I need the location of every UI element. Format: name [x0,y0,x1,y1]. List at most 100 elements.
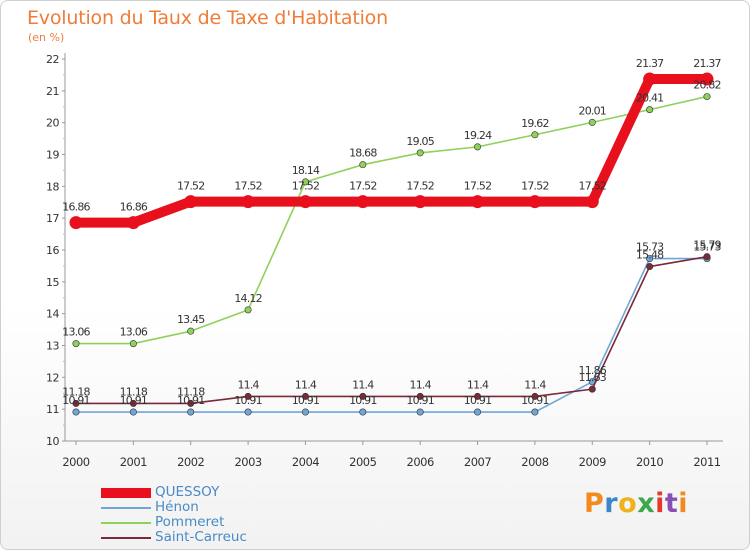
data-label: 11.18 [177,385,205,398]
data-label: 20.82 [693,79,721,92]
logo-letter: i [678,488,689,519]
x-tick-label: 2006 [407,455,434,469]
data-label: 19.62 [521,117,549,130]
data-label: 11.4 [295,378,317,391]
y-tick-label: 20 [46,117,59,130]
data-label: 17.52 [177,180,205,193]
y-tick-label: 18 [46,180,59,193]
data-point [244,392,252,400]
legend-item: Hénon [101,499,421,515]
y-tick-label: 13 [46,340,59,353]
data-point [244,408,252,416]
proxiti-logo: Proxiti [584,488,688,519]
data-point [703,253,711,261]
data-point [531,131,539,139]
data-point [413,195,427,209]
legend-swatch [101,522,151,524]
data-point [474,392,482,400]
data-label: 21.37 [636,57,664,70]
series-line-pommeret [75,95,708,345]
x-tick-label: 2002 [177,455,204,469]
y-tick-label: 22 [46,53,59,66]
legend-item: Pommeret [101,514,421,530]
data-label: 16.86 [120,201,148,214]
legend: QUESSOY Hénon Pommeret Saint-Carreuc [101,484,421,545]
data-point [646,263,654,271]
data-label: 17.52 [521,180,549,193]
data-label: 15.79 [693,239,721,252]
data-label: 11.18 [120,385,148,398]
data-point [416,392,424,400]
data-label: 11.86 [579,364,607,377]
data-point [531,408,539,416]
data-label: 15.48 [636,249,664,262]
data-label: 10.91 [62,394,90,407]
data-point [72,399,80,407]
data-point [356,195,370,209]
x-tick-label: 2008 [521,455,548,469]
data-point [703,93,711,101]
series-line-saint-carreuc [75,255,708,405]
data-point [588,118,596,126]
x-tick-label: 2003 [234,455,261,469]
data-label: 14.12 [234,292,262,305]
data-label: 21.37 [693,57,721,70]
legend-item: Saint-Carreuc [101,529,421,545]
data-label: 17.52 [349,180,377,193]
data-label: 18.14 [292,164,320,177]
data-label: 16.86 [62,201,90,214]
data-point [359,161,367,169]
data-point [585,195,599,209]
x-tick-label: 2001 [120,455,147,469]
data-point [474,408,482,416]
x-tick-label: 2005 [349,455,376,469]
data-point [643,72,657,86]
data-label: 10.91 [234,394,262,407]
data-label: 15.73 [693,241,721,254]
data-label: 13.06 [62,326,90,339]
legend-swatch [101,537,151,539]
data-label: 20.41 [636,92,664,105]
legend-label: Pommeret [155,514,225,530]
data-point [72,408,80,416]
data-point [187,327,195,335]
y-tick-label: 11 [46,403,59,416]
data-label: 10.91 [521,394,549,407]
y-tick-label: 14 [46,308,59,321]
x-tick-label: 2009 [579,455,606,469]
legend-item: QUESSOY [101,484,421,500]
x-tick-label: 2007 [464,455,491,469]
data-label: 10.91 [292,394,320,407]
data-label: 13.06 [120,326,148,339]
data-point [301,408,309,416]
data-point [129,399,137,407]
y-tick-label: 17 [46,212,59,225]
data-label: 11.4 [352,378,374,391]
data-label: 11.18 [62,385,90,398]
data-label: 20.01 [579,104,607,117]
data-point [471,195,485,209]
data-label: 11.63 [579,371,607,384]
y-tick-label: 19 [46,149,59,162]
data-label: 10.91 [406,394,434,407]
legend-swatch [101,507,151,509]
logo-letter: i [655,488,665,519]
data-point [187,399,195,407]
data-point [129,408,137,416]
logo-letter: t [664,488,679,519]
data-point [244,306,252,314]
data-label: 17.52 [579,180,607,193]
data-point [588,385,596,393]
data-point [187,408,195,416]
x-tick-label: 2011 [693,455,720,469]
data-label: 11.4 [410,378,432,391]
logo-letter: x [637,488,656,519]
data-label: 10.91 [120,394,148,407]
data-point [646,106,654,114]
data-label: 17.52 [464,180,492,193]
data-point [126,216,140,230]
data-label: 18.68 [349,147,377,160]
data-point [298,195,312,209]
y-tick-label: 10 [46,435,59,448]
